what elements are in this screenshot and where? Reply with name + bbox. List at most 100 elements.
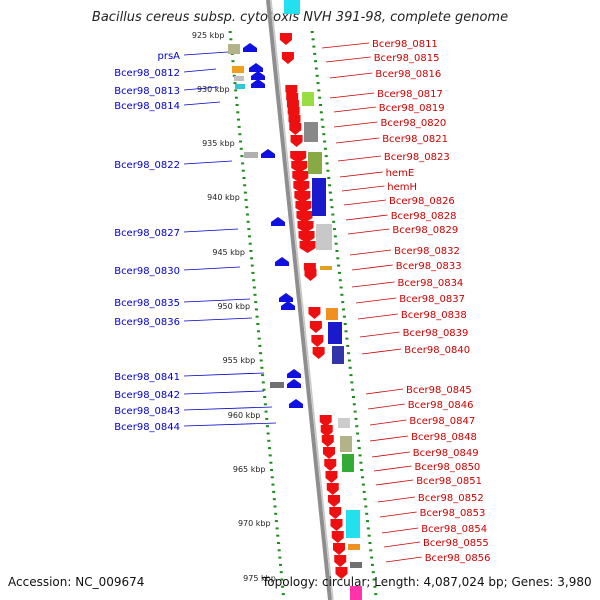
right-gene-label[interactable]: Bcer98_0834 [398,278,464,289]
guide-dot [362,490,366,493]
kbp-tick-label: 960 kbp [228,411,261,420]
leader-line [373,465,412,472]
reverse-gene-arrow [319,415,332,427]
left-gene-label[interactable]: Bcer98_0841 [114,372,180,383]
guide-dot [350,381,354,384]
left-gene-label[interactable]: Bcer98_0822 [114,160,180,171]
right-gene-label[interactable]: Bcer98_0856 [425,553,491,564]
reverse-gene-arrow [321,435,334,447]
ruler-tick [269,461,273,464]
right-gene-label[interactable]: Bcer98_0837 [399,294,465,305]
guide-dot [332,220,336,223]
right-gene-label[interactable]: Bcer98_0811 [372,39,438,50]
right-gene-label[interactable]: Bcer98_0846 [408,400,474,411]
guide-dot [320,118,324,121]
right-gene-label[interactable]: Bcer98_0833 [396,261,462,272]
ruler-tick [278,556,282,559]
leader-line [367,403,405,410]
guide-dot [373,585,377,588]
ruler-tick [255,315,259,318]
ruler-tick [256,330,260,333]
right-gene-label[interactable]: Bcer98_0817 [377,89,443,100]
ruler-tick [265,425,269,428]
right-gene-label[interactable]: Bcer98_0840 [404,345,470,356]
left-gene-label[interactable]: Bcer98_0835 [114,298,180,309]
right-gene-label[interactable]: Bcer98_0839 [403,328,469,339]
leader-line [329,92,375,99]
right-gene-label[interactable]: Bcer98_0854 [421,524,487,535]
right-gene-label[interactable]: Bcer98_0821 [382,134,448,145]
guide-dot [372,578,376,581]
right-gene-label[interactable]: Bcer98_0851 [416,476,482,487]
left-gene-label[interactable]: Bcer98_0830 [114,266,180,277]
gene-block [316,224,332,250]
gene-block [235,84,245,89]
right-gene-label[interactable]: Bcer98_0852 [418,493,484,504]
right-gene-label[interactable]: Bcer98_0815 [374,53,440,64]
right-gene-label[interactable]: Bcer98_0850 [415,462,481,473]
guide-dot [355,425,359,428]
right-gene-label[interactable]: Bcer98_0816 [375,69,441,80]
ruler-tick [252,279,256,282]
right-gene-label[interactable]: Bcer98_0853 [420,508,486,519]
guide-dot [356,432,360,435]
left-gene-label[interactable]: Bcer98_0844 [114,422,180,433]
left-gene-label[interactable]: Bcer98_0836 [114,317,180,328]
right-gene-label[interactable]: Bcer98_0829 [392,225,458,236]
ruler-tick [280,578,284,581]
guide-dot [318,96,322,99]
gene-block [244,152,258,158]
leader-line [183,406,273,411]
gene-block [312,178,326,216]
leader-line [183,86,219,91]
gene-block [284,0,300,14]
right-gene-label[interactable]: Bcer98_0823 [384,152,450,163]
reverse-gene-arrow [289,123,302,135]
right-gene-label[interactable]: Bcer98_0832 [394,246,460,257]
right-gene-label[interactable]: hemH [387,182,417,193]
leader-line [329,72,373,79]
right-gene-label[interactable]: Bcer98_0855 [423,538,489,549]
ruler-tick [237,125,241,128]
ruler-tick [272,490,276,493]
ruler-tick [274,520,278,523]
left-gene-label[interactable]: Bcer98_0827 [114,228,180,239]
guide-dot [328,184,332,187]
left-gene-label[interactable]: Bcer98_0813 [114,86,180,97]
leader-line [381,527,419,534]
right-gene-label[interactable]: Bcer98_0849 [413,448,479,459]
guide-dot [363,498,367,501]
right-gene-label[interactable]: Bcer98_0848 [411,432,477,443]
ruler-tick [250,257,254,260]
gene-block [350,586,362,600]
left-gene-label[interactable]: Bcer98_0843 [114,406,180,417]
reverse-gene-arrow [296,211,313,223]
ruler-tick [273,505,277,508]
left-gene-label[interactable]: prsA [157,51,180,62]
right-gene-label[interactable]: hemE [386,168,415,179]
right-gene-label[interactable]: Bcer98_0847 [409,416,475,427]
right-gene-label[interactable]: Bcer98_0819 [379,103,445,114]
ruler-tick [274,512,278,515]
reverse-gene-arrow [299,241,316,253]
guide-dot [352,403,356,406]
leader-line [183,298,251,303]
guide-dot [367,534,371,537]
reverse-gene-arrow [290,151,307,163]
ruler-tick [246,220,250,223]
left-gene-label[interactable]: Bcer98_0842 [114,390,180,401]
guide-dot [366,527,370,530]
left-gene-label[interactable]: Bcer98_0814 [114,101,180,112]
ruler-tick [256,323,260,325]
left-gene-label[interactable]: Bcer98_0812 [114,68,180,79]
right-gene-label[interactable]: Bcer98_0845 [406,385,472,396]
right-gene-label[interactable]: Bcer98_0826 [389,196,455,207]
right-gene-label[interactable]: Bcer98_0828 [391,211,457,222]
genome-summary: Topology: circular; Length: 4,087,024 bp… [262,575,592,589]
right-gene-label[interactable]: Bcer98_0820 [381,118,447,129]
leader-line [183,422,277,427]
guide-dot [351,396,355,398]
guide-dot [337,264,341,267]
right-gene-label[interactable]: Bcer98_0838 [401,310,467,321]
ruler-tick [229,38,233,41]
